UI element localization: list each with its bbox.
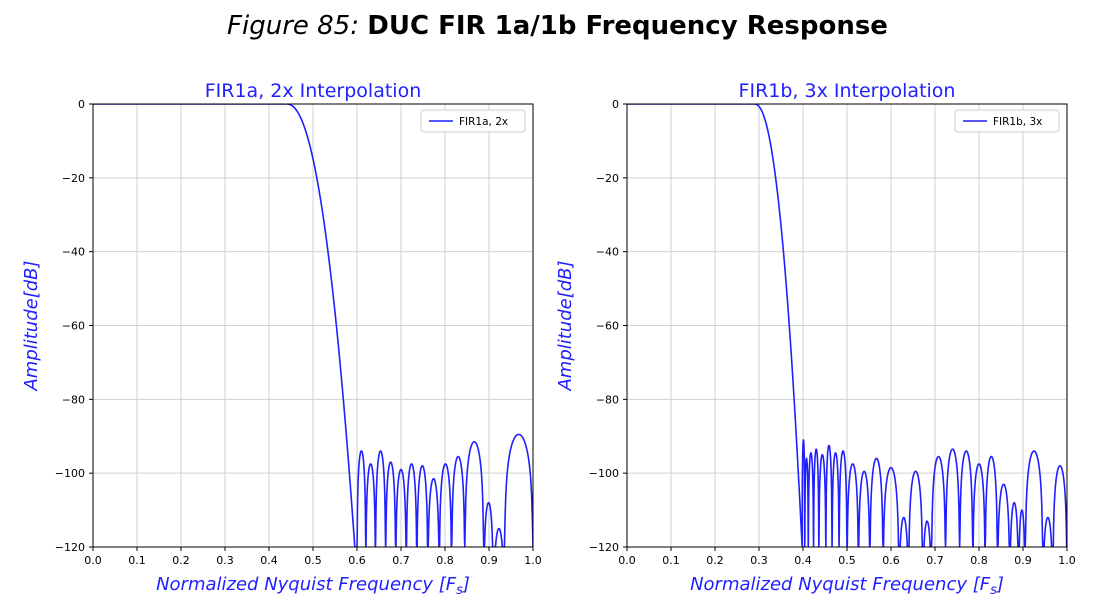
x-tick-label: 0.2	[172, 554, 190, 567]
x-tick-label: 1.0	[524, 554, 542, 567]
x-axis-label: Normalized Nyquist Frequency [Fs]	[690, 574, 1004, 598]
legend-label: FIR1b, 3x	[993, 116, 1042, 128]
y-axis-label: Amplitude[dB]	[21, 260, 42, 391]
chart-title: FIR1a, 2x Interpolation	[205, 80, 422, 102]
y-tick-label: −120	[589, 541, 619, 554]
y-tick-label: −20	[596, 172, 619, 185]
x-axis-label-close: ]	[462, 574, 470, 595]
chart-2: 0.0 0.1 0.2 0.3 0.4 0.5 0.6 0.7 0.8 0.9 1.0 0 −20 −40…	[555, 80, 1076, 598]
figure-title: Figure 85: DUC FIR 1a/1b Frequency Respo…	[0, 8, 1115, 44]
figure-caption: Figure 85:	[227, 11, 359, 41]
figure-heading: DUC FIR 1a/1b Frequency Response	[367, 11, 888, 41]
y-tick-label: −40	[62, 246, 85, 259]
x-tick-label: 0.8	[436, 554, 454, 567]
x-tick-label: 0.5	[838, 554, 856, 567]
x-tick-label: 0.9	[1014, 554, 1032, 567]
x-tick-label: 0.0	[84, 554, 102, 567]
legend-label: FIR1a, 2x	[459, 116, 508, 128]
x-tick-label: 1.0	[1058, 554, 1076, 567]
chart-title: FIR1b, 3x Interpolation	[739, 80, 956, 102]
x-axis-label-close: ]	[996, 574, 1004, 595]
x-axis-label-main: Normalized Nyquist Frequency [F	[690, 574, 991, 595]
x-tick-label: 0.0	[618, 554, 636, 567]
x-tick-label: 0.6	[348, 554, 366, 567]
x-tick-label: 0.7	[926, 554, 944, 567]
legend-box	[954, 109, 1060, 133]
y-tick-label: −100	[55, 467, 85, 480]
x-axis-label: Normalized Nyquist Frequency [Fs]	[156, 574, 470, 598]
x-tick-label: 0.8	[970, 554, 988, 567]
legend-box	[420, 109, 526, 133]
x-tick-label: 0.3	[216, 554, 234, 567]
y-tick-label: −100	[589, 467, 619, 480]
x-tick-label: 0.7	[392, 554, 410, 567]
y-tick-label: −20	[62, 172, 85, 185]
x-tick-label: 0.3	[750, 554, 768, 567]
y-tick-label: −80	[62, 393, 85, 406]
y-tick-label: −60	[62, 320, 85, 333]
x-tick-label: 0.2	[706, 554, 724, 567]
x-axis-label-sub: s	[456, 583, 463, 598]
series-line	[627, 104, 1067, 547]
y-tick-label: −120	[55, 541, 85, 554]
x-tick-label: 0.9	[480, 554, 498, 567]
y-tick-label: −80	[596, 393, 619, 406]
x-tick-label: 0.4	[794, 554, 812, 567]
x-tick-label: 0.6	[882, 554, 900, 567]
x-tick-label: 0.1	[128, 554, 146, 567]
y-tick-label: −40	[596, 246, 619, 259]
y-tick-label: 0	[612, 98, 619, 111]
x-tick-label: 0.5	[304, 554, 322, 567]
x-tick-label: 0.4	[260, 554, 278, 567]
x-tick-label: 0.1	[662, 554, 680, 567]
chart-1: 0.0 0.1 0.2 0.3 0.4 0.5 0.6 0.7 0.8 0.9 1.0 0 −20 −40…	[21, 80, 542, 598]
y-tick-label: 0	[78, 98, 85, 111]
x-axis-label-sub: s	[990, 583, 997, 598]
x-axis-label-main: Normalized Nyquist Frequency [F	[156, 574, 457, 595]
y-axis-label: Amplitude[dB]	[555, 260, 576, 391]
y-tick-label: −60	[596, 320, 619, 333]
series-line	[93, 104, 533, 547]
